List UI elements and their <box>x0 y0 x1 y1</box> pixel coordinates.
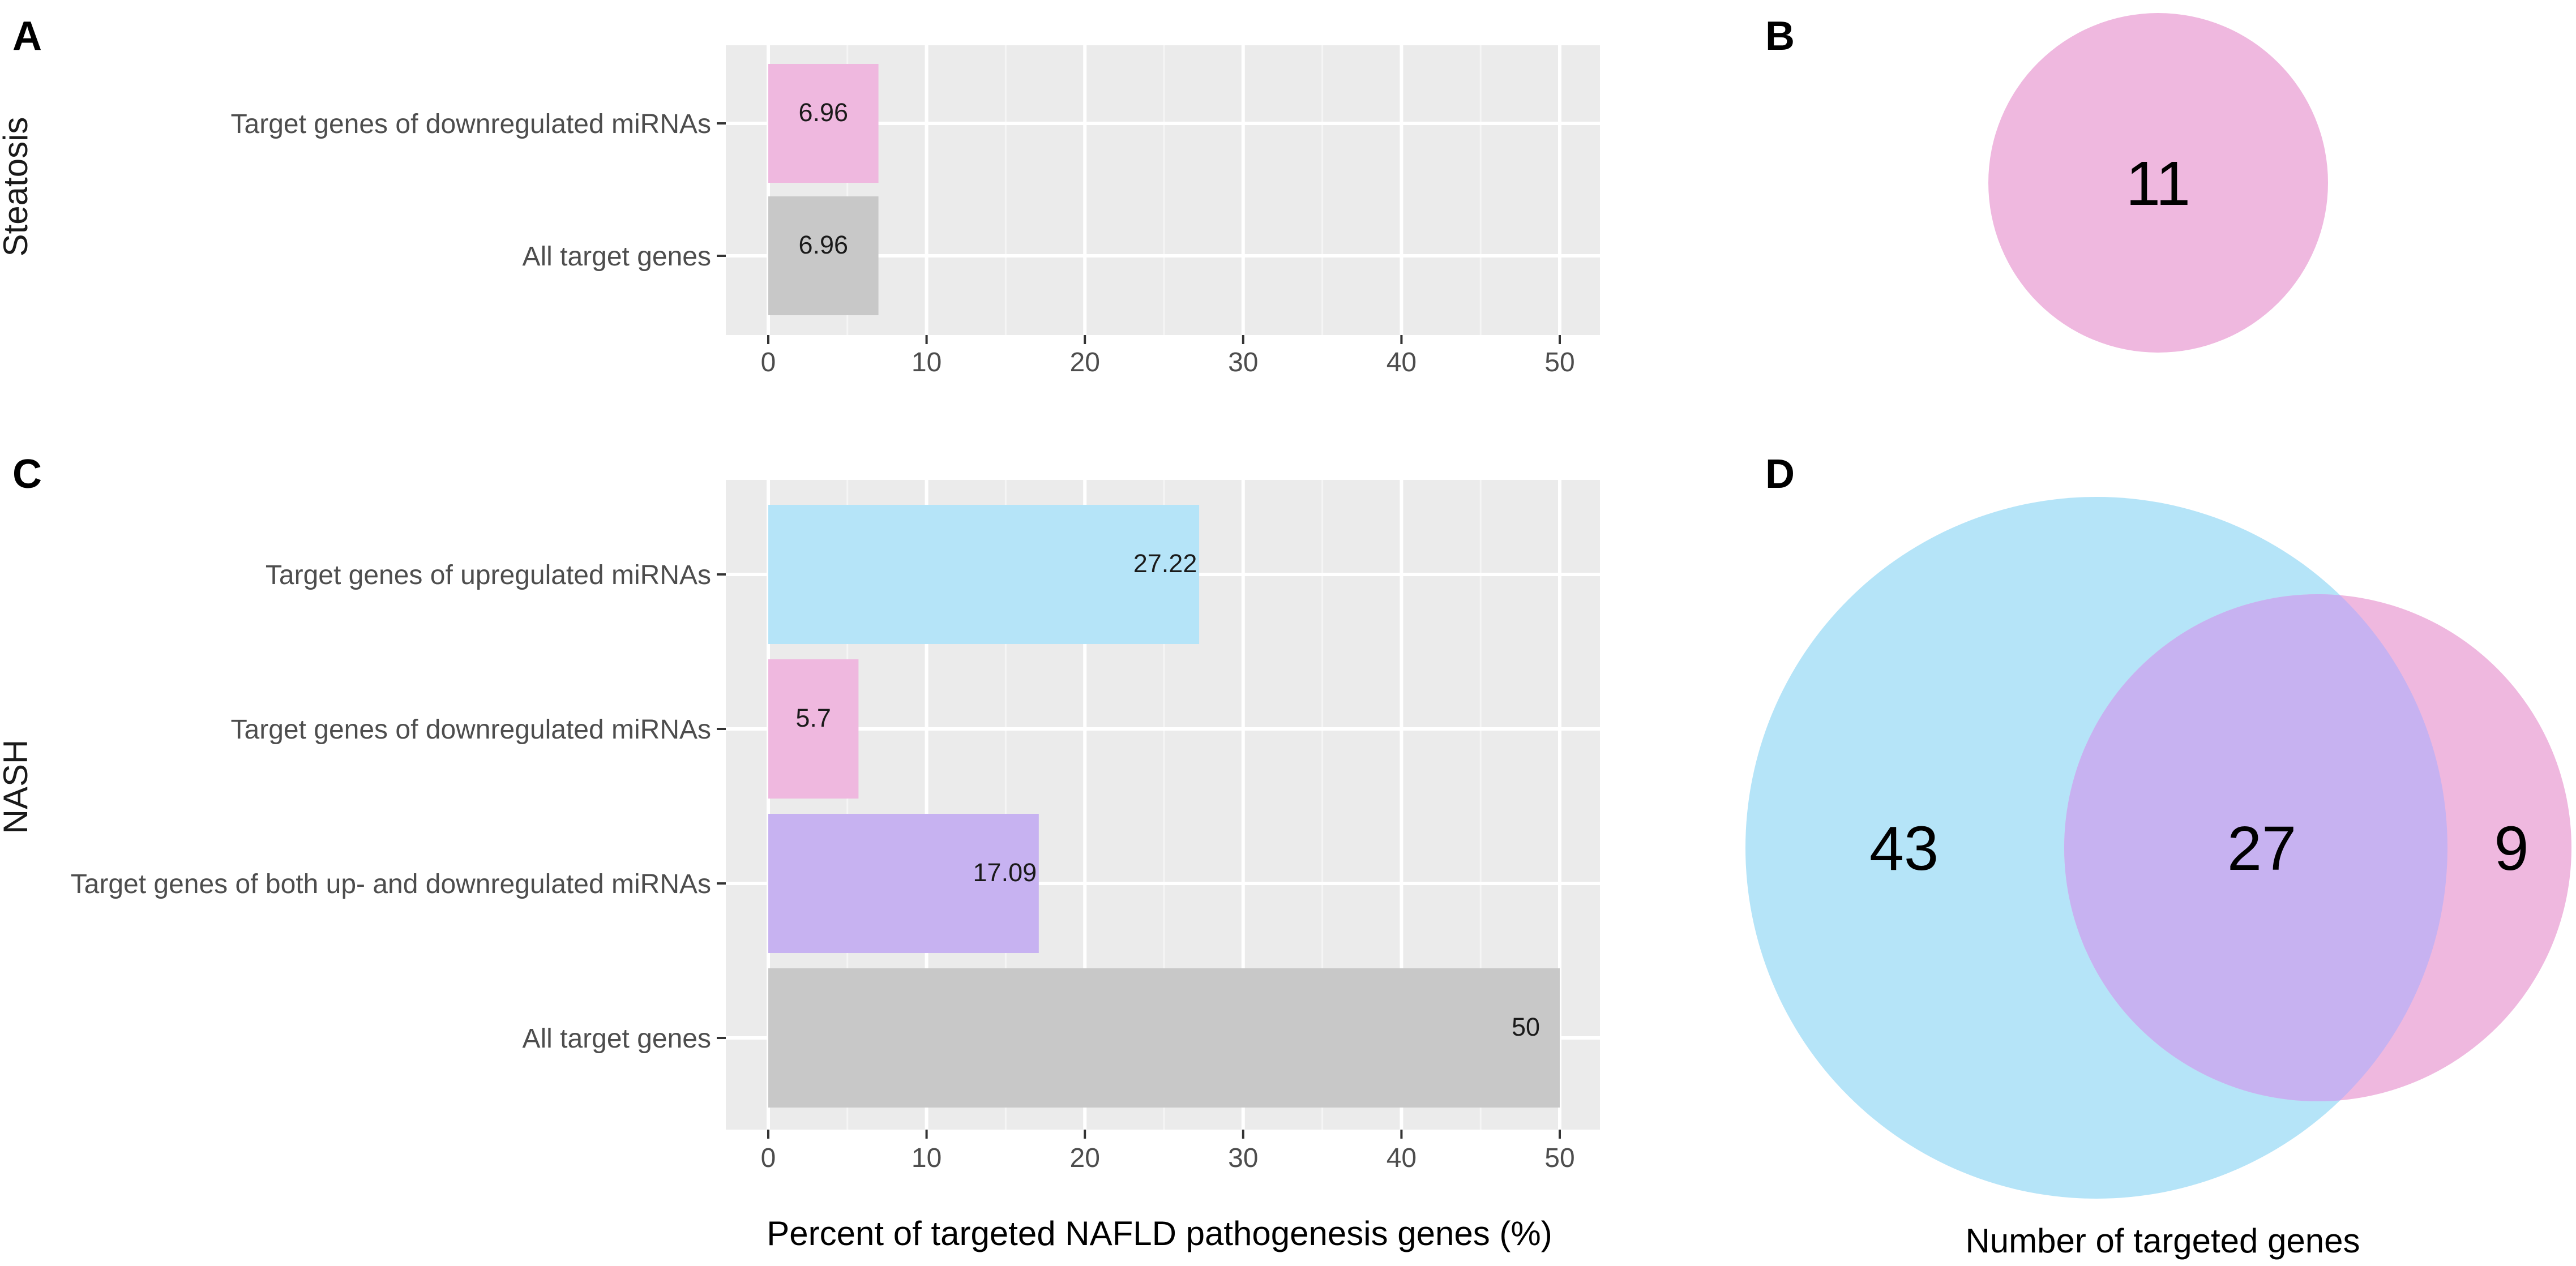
facet-label-nash: NASH <box>0 740 35 834</box>
x-tick-label-c: 10 <box>912 1143 942 1173</box>
category-axis-c: Target genes of upregulated miRNAs Target… <box>71 560 726 1054</box>
x-tick-label-a: 0 <box>761 347 776 377</box>
facet-label-steatosis: Steatosis <box>0 117 35 257</box>
bar-value-label-c-1: 27.22 <box>1133 549 1197 578</box>
panel-c-nash-chart: NASH 27.22 5.7 17.09 50 Target genes of upr… <box>0 480 1600 1252</box>
venn-count-downregulated: 11 <box>2126 149 2190 218</box>
panel-letter-b: B <box>1765 14 1795 59</box>
bar-a-1 <box>768 64 879 183</box>
category-label-a-1: Target genes of downregulated miRNAs <box>231 109 711 139</box>
x-tick-label-c: 50 <box>1544 1143 1574 1173</box>
x-axis-c: 0 10 20 30 40 50 <box>761 1130 1575 1173</box>
x-tick-label-c: 30 <box>1228 1143 1258 1173</box>
venn-circle-downregulated <box>1988 13 2328 353</box>
bars-c <box>768 505 1560 1108</box>
panel-d-venn: 43 27 9 Number of targeted genes <box>1745 497 2571 1260</box>
category-label-c-2: Target genes of downregulated miRNAs <box>231 715 711 745</box>
bar-c-3 <box>768 814 1039 953</box>
category-axis-a: Target genes of downregulated miRNAs All … <box>231 109 726 272</box>
bar-labels-c: 27.22 5.7 17.09 50 <box>795 549 1540 1041</box>
x-tick-label-a: 50 <box>1544 347 1574 377</box>
panel-b-venn: 11 <box>1988 13 2328 353</box>
venn-count-down-only: 9 <box>2494 814 2528 883</box>
x-tick-label-a: 20 <box>1070 347 1100 377</box>
bar-value-label-c-3: 17.09 <box>973 858 1037 887</box>
bar-value-label-c-2: 5.7 <box>795 703 831 732</box>
bar-value-label-c-4: 50 <box>1512 1012 1540 1041</box>
category-label-a-2: All target genes <box>522 242 711 272</box>
bar-a-2 <box>768 196 879 315</box>
x-tick-label-a: 40 <box>1387 347 1417 377</box>
x-tick-label-a: 10 <box>912 347 942 377</box>
bar-c-1 <box>768 505 1200 644</box>
grid-a <box>726 45 1600 335</box>
venn-count-up-only: 43 <box>1869 814 1939 883</box>
bar-value-label-a-2: 6.96 <box>799 230 849 259</box>
venn-count-both: 27 <box>2227 814 2296 883</box>
panel-letter-d: D <box>1765 452 1795 497</box>
x-tick-label-c: 20 <box>1070 1143 1100 1173</box>
x-tick-label-a: 30 <box>1228 347 1258 377</box>
panel-letter-a: A <box>12 14 42 59</box>
panel-a-steatosis-chart: Steatosis 6.96 6.96 Target genes of downr… <box>0 45 1600 377</box>
bar-value-label-a-1: 6.96 <box>799 98 849 127</box>
x-axis-title: Percent of targeted NAFLD pathogenesis g… <box>767 1214 1552 1252</box>
x-tick-label-c: 40 <box>1387 1143 1417 1173</box>
bar-labels-a: 6.96 6.96 <box>799 98 849 259</box>
bar-c-2 <box>768 659 859 799</box>
category-label-c-3: Target genes of both up- and downregulat… <box>71 869 711 899</box>
venn-axis-title: Number of targeted genes <box>1965 1222 2360 1260</box>
x-tick-label-c: 0 <box>761 1143 776 1173</box>
bars-a <box>768 64 879 315</box>
bar-c-4 <box>768 968 1560 1108</box>
panel-letter-c: C <box>12 452 42 497</box>
x-axis-a: 0 10 20 30 40 50 <box>761 335 1575 377</box>
category-label-c-1: Target genes of upregulated miRNAs <box>266 560 711 590</box>
category-label-c-4: All target genes <box>522 1024 711 1054</box>
